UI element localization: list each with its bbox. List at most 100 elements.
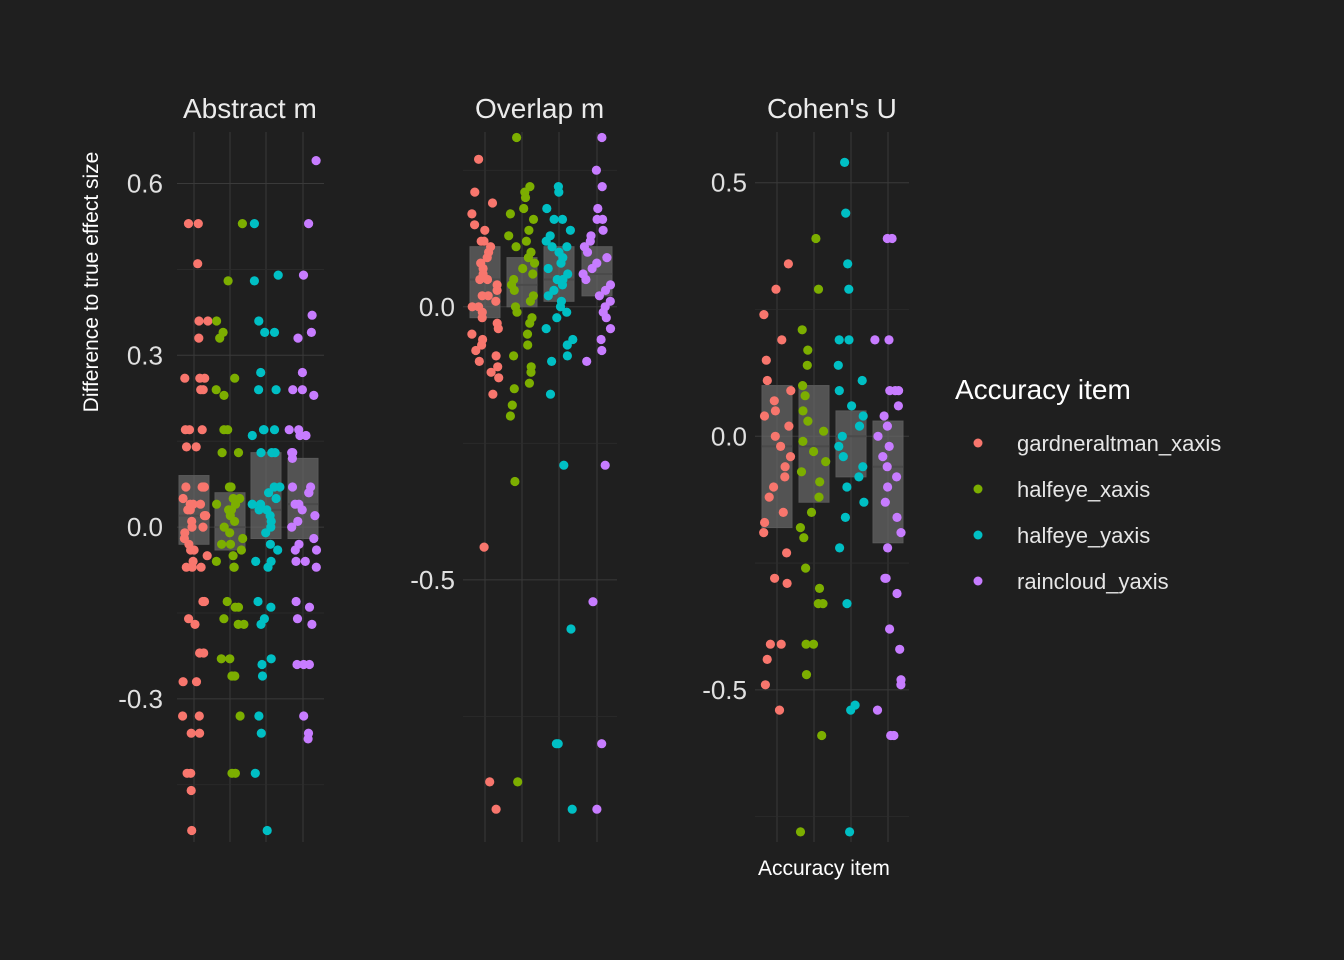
- point-2-0-15: [780, 472, 790, 482]
- facet-2-ytick-2: 0.5: [711, 168, 747, 198]
- point-0-2-8: [254, 385, 264, 395]
- point-0-3-32: [300, 556, 310, 567]
- point-2-2-20: [835, 543, 845, 553]
- point-1-1-24: [525, 318, 535, 328]
- point-0-1-11: [233, 448, 244, 458]
- point-2-3-17: [892, 512, 902, 523]
- legend-swatch-gardneraltman: [973, 438, 983, 448]
- point-1-0-26: [493, 324, 503, 334]
- legend-item-gardneraltman: gardneraltman_xaxis: [973, 431, 1221, 456]
- point-0-1-2: [212, 316, 222, 326]
- point-0-2-19: [271, 493, 281, 504]
- point-1-3-8: [585, 236, 595, 246]
- facet-title-overlap: Overlap m: [475, 93, 604, 124]
- point-0-1-29: [211, 556, 221, 567]
- point-0-0-30: [198, 522, 208, 532]
- point-1-3-15: [581, 274, 591, 285]
- facet-0-ticks: -0.3 0.0 0.3 0.6: [118, 169, 163, 714]
- point-2-3-18: [896, 528, 906, 538]
- point-0-2-1: [273, 270, 283, 280]
- point-1-1-9: [521, 236, 532, 246]
- point-1-3-11: [602, 253, 612, 263]
- point-1-2-30: [559, 460, 569, 470]
- point-0-2-27: [261, 528, 271, 538]
- point-0-0-43: [184, 614, 194, 624]
- point-1-2-23: [552, 313, 562, 323]
- facet-title-abstract: Abstract m: [183, 93, 317, 124]
- point-1-0-34: [486, 367, 496, 377]
- facet-2-ytick-1: 0.0: [711, 421, 747, 451]
- point-0-3-16: [287, 453, 297, 463]
- point-2-0-25: [765, 639, 776, 649]
- point-1-1-6: [528, 214, 539, 224]
- point-2-2-11: [854, 421, 865, 431]
- point-1-1-13: [530, 258, 540, 268]
- point-2-2-15: [858, 462, 868, 472]
- point-0-2-41: [256, 728, 266, 738]
- point-1-3-5: [598, 214, 608, 224]
- point-2-3-27: [872, 705, 883, 715]
- point-1-3-30: [592, 804, 602, 814]
- point-2-0-14: [780, 462, 790, 472]
- point-0-3-7: [297, 385, 307, 395]
- point-2-2-10: [858, 411, 868, 421]
- point-1-2-2: [542, 203, 552, 214]
- point-1-3-17: [600, 285, 611, 295]
- point-1-0-7: [476, 236, 486, 246]
- point-2-1-5: [798, 381, 808, 391]
- point-0-0-6: [180, 373, 190, 383]
- legend-title: Accuracy item: [955, 374, 1131, 405]
- point-1-3-1: [591, 165, 602, 175]
- point-2-2-1: [841, 208, 851, 218]
- point-1-1-26: [523, 340, 533, 350]
- point-2-2-8: [834, 386, 844, 396]
- point-1-1-4: [519, 203, 529, 214]
- point-0-0-20: [178, 493, 188, 504]
- point-0-1-24: [238, 533, 248, 544]
- point-1-0-17: [492, 285, 502, 295]
- point-2-0-5: [762, 375, 772, 386]
- point-0-2-42: [250, 768, 260, 778]
- point-2-3-1: [887, 233, 897, 244]
- point-0-2-4: [260, 327, 270, 337]
- point-0-0-46: [195, 648, 205, 658]
- point-2-2-18: [859, 497, 869, 507]
- point-2-0-3: [777, 335, 787, 345]
- point-2-1-13: [796, 467, 807, 477]
- facet-0-ytick-3: 0.6: [127, 169, 163, 199]
- point-1-3-22: [601, 313, 611, 323]
- point-2-3-23: [885, 624, 895, 634]
- point-1-1-3: [520, 192, 531, 203]
- point-0-0-16: [181, 482, 191, 492]
- point-2-1-9: [819, 426, 829, 436]
- point-0-3-0: [311, 156, 321, 166]
- point-0-3-36: [292, 614, 303, 624]
- point-1-2-8: [547, 242, 557, 252]
- facet-title-cohens-u: Cohen's U: [767, 93, 897, 124]
- point-1-0-3: [467, 209, 477, 219]
- point-2-3-26: [896, 680, 906, 690]
- point-2-3-19: [883, 543, 893, 553]
- point-1-1-25: [522, 329, 533, 339]
- point-0-2-15: [270, 448, 280, 458]
- point-0-0-25: [185, 505, 195, 515]
- point-0-0-38: [196, 562, 206, 572]
- point-0-0-27: [199, 510, 209, 521]
- point-1-0-29: [477, 340, 487, 350]
- point-0-1-0: [237, 219, 247, 229]
- point-2-0-21: [782, 548, 792, 558]
- point-1-1-20: [525, 296, 536, 306]
- point-0-0-40: [187, 562, 197, 572]
- point-2-1-8: [803, 416, 813, 426]
- point-0-1-37: [239, 619, 249, 630]
- point-1-3-0: [597, 132, 607, 143]
- point-2-0-28: [774, 705, 785, 715]
- legend-swatch-halfeye-y: [973, 530, 983, 540]
- point-0-0-19: [199, 482, 209, 492]
- point-1-0-14: [482, 274, 493, 285]
- point-1-0-38: [485, 777, 495, 787]
- facet-abstract: -0.3 0.0 0.3 0.6 Abstract m: [118, 93, 324, 842]
- point-1-1-0: [511, 132, 522, 143]
- point-0-3-38: [292, 659, 302, 670]
- point-2-2-13: [834, 441, 844, 451]
